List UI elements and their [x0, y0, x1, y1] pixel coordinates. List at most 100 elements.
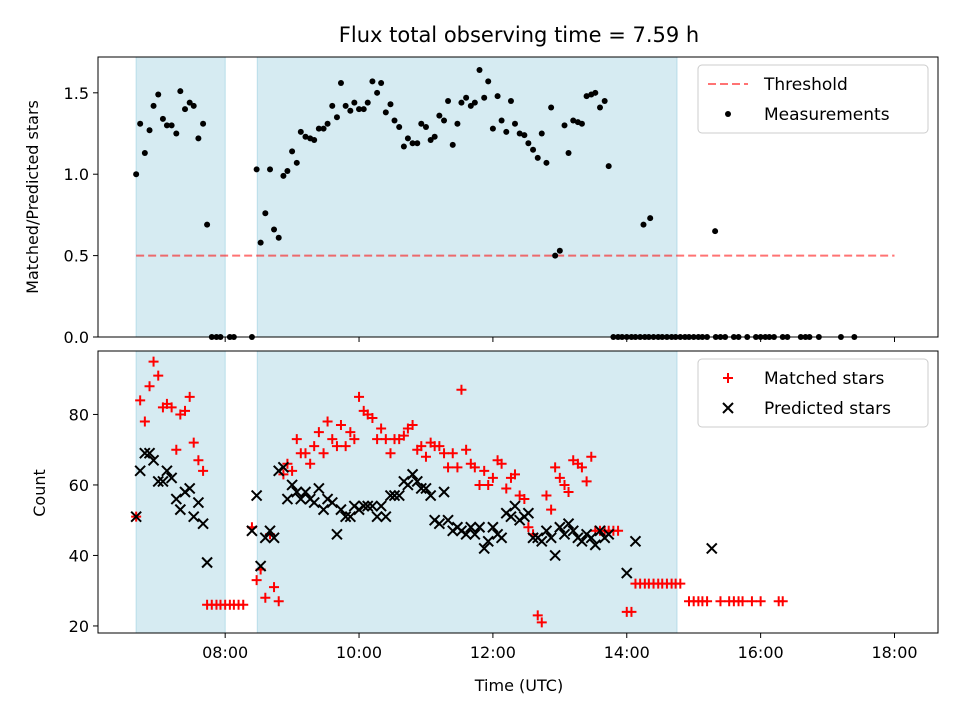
predicted-point [371, 510, 383, 523]
predicted-point [161, 465, 173, 477]
predicted-point [487, 521, 499, 533]
observing-band-2 [256, 350, 678, 634]
predicted-point [527, 532, 539, 544]
predicted-point [424, 489, 437, 502]
predicted-point [433, 518, 446, 530]
measurement-point [431, 133, 438, 140]
predicted-point [174, 503, 187, 516]
predicted-point [402, 479, 414, 491]
bottom-y-tick-label: 80 [69, 405, 89, 424]
matched-point [335, 420, 346, 431]
matched-point [536, 617, 547, 628]
measurement-point [163, 122, 170, 129]
measurement-point [159, 115, 166, 122]
predicted-point [366, 500, 379, 512]
predicted-point [509, 500, 521, 512]
predicted-point [326, 496, 338, 509]
bottom-legend: Matched stars Predicted stars [697, 358, 929, 428]
measurement-point [311, 137, 318, 144]
measurement-point [570, 117, 577, 124]
predicted-point [388, 489, 401, 502]
predicted-point [549, 549, 561, 562]
matched-point [420, 451, 431, 462]
matched-point [434, 441, 445, 452]
matched-point [469, 462, 480, 473]
matched-point [287, 465, 298, 476]
predicted-point [188, 510, 200, 523]
matched-point [184, 391, 195, 402]
bottom-series-predicted-stars [130, 447, 718, 579]
matched-point [586, 451, 597, 462]
matched-point [496, 458, 507, 469]
predicted-point [254, 560, 267, 572]
measurement-point [507, 97, 514, 104]
predicted-point [522, 507, 535, 519]
top-legend: Threshold Measurements [697, 64, 929, 134]
matched-point [777, 596, 788, 607]
measurement-point [387, 101, 394, 108]
predicted-point [313, 482, 325, 495]
measurement-point [565, 150, 572, 157]
measurement-point [503, 128, 510, 135]
measurement-point [337, 80, 344, 87]
legend-box [697, 64, 929, 134]
matched-point [238, 599, 249, 610]
measurement-point [530, 146, 537, 153]
top-y-tick-label: 1.5 [64, 84, 89, 103]
top-y-tick-label: 0.0 [64, 328, 89, 347]
measurement-point [275, 234, 282, 241]
measurement-point [369, 78, 376, 85]
measurement-point [601, 97, 608, 104]
matched-point [305, 458, 316, 469]
predicted-point [478, 542, 490, 555]
matched-point [461, 444, 472, 455]
measurement-point [351, 99, 358, 106]
predicted-point [469, 528, 481, 541]
measurement-point [485, 78, 492, 85]
measurement-point [257, 239, 264, 246]
predicted-point [139, 447, 151, 459]
measurement-point [605, 163, 612, 170]
matched-point [327, 434, 338, 445]
predicted-point [317, 503, 330, 516]
measurement-point [333, 114, 340, 121]
measurement-point [548, 104, 555, 111]
measurement-point [458, 99, 465, 106]
matched-point [372, 434, 383, 445]
measurement-point [712, 228, 719, 235]
bottom-x-tick-label: 08:00 [202, 643, 248, 662]
measurement-point [168, 122, 175, 129]
bottom-y-axis-label: Count [30, 469, 49, 517]
measurement-point [418, 120, 425, 127]
measurement-point [347, 107, 354, 114]
measurement-point [409, 140, 416, 147]
matched-point [273, 596, 284, 607]
measurement-point [177, 88, 184, 95]
predicted-point [197, 518, 209, 530]
measurement-point [543, 159, 550, 166]
predicted-point [602, 528, 615, 541]
measurement-point [476, 67, 483, 74]
predicted-point [192, 496, 205, 509]
matched-point [626, 606, 637, 617]
bottom-plot-frame [97, 350, 939, 634]
measurement-point [441, 117, 448, 124]
matched-point [715, 596, 726, 607]
measurement-point [253, 166, 260, 173]
predicted-point [384, 489, 397, 502]
matched-point [483, 479, 494, 490]
measurement-point [146, 127, 153, 134]
legend-matched-swatch [723, 373, 733, 383]
predicted-point [362, 500, 374, 512]
predicted-point [147, 454, 160, 466]
measurement-point [404, 135, 411, 142]
matched-point [260, 592, 271, 603]
measurement-point [583, 93, 590, 100]
measurement-point [150, 102, 157, 109]
matched-point [563, 487, 574, 497]
predicted-point [134, 465, 146, 477]
matched-point [318, 448, 329, 459]
bottom-x-tick-label: 18:00 [871, 643, 917, 662]
measurement-point [280, 172, 287, 179]
